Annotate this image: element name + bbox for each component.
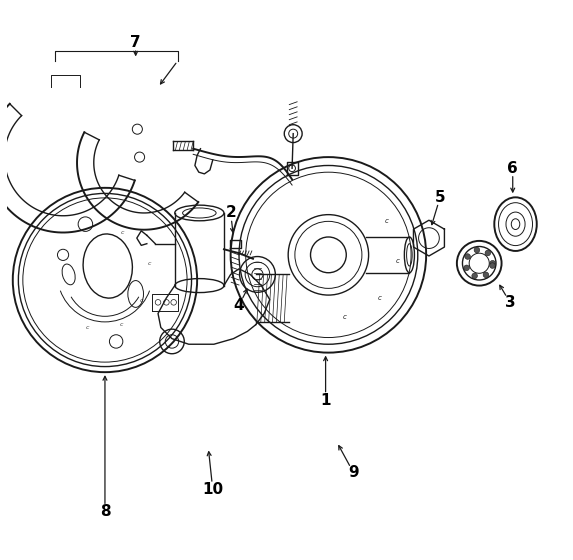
Text: 2: 2	[225, 206, 236, 221]
Circle shape	[490, 260, 496, 266]
Circle shape	[483, 272, 489, 278]
Text: 9: 9	[348, 465, 359, 480]
Text: 7: 7	[131, 35, 141, 50]
Circle shape	[485, 250, 490, 256]
Text: c: c	[140, 298, 143, 304]
Text: c: c	[120, 322, 123, 327]
Circle shape	[464, 265, 469, 270]
Circle shape	[465, 254, 470, 259]
Circle shape	[472, 273, 477, 279]
Text: 10: 10	[202, 482, 223, 497]
Circle shape	[490, 263, 495, 268]
Text: 3: 3	[505, 295, 515, 310]
Circle shape	[474, 248, 480, 253]
Text: c: c	[120, 230, 124, 235]
Text: 5: 5	[435, 190, 445, 205]
Text: c: c	[378, 295, 382, 301]
Text: 8: 8	[100, 505, 110, 519]
Text: c: c	[86, 325, 89, 330]
Text: c: c	[343, 314, 347, 320]
Text: c: c	[384, 218, 388, 225]
Text: 4: 4	[234, 297, 244, 312]
Text: 1: 1	[320, 393, 331, 408]
Text: 6: 6	[507, 161, 518, 176]
Text: c: c	[148, 262, 151, 266]
Text: c: c	[396, 258, 400, 264]
